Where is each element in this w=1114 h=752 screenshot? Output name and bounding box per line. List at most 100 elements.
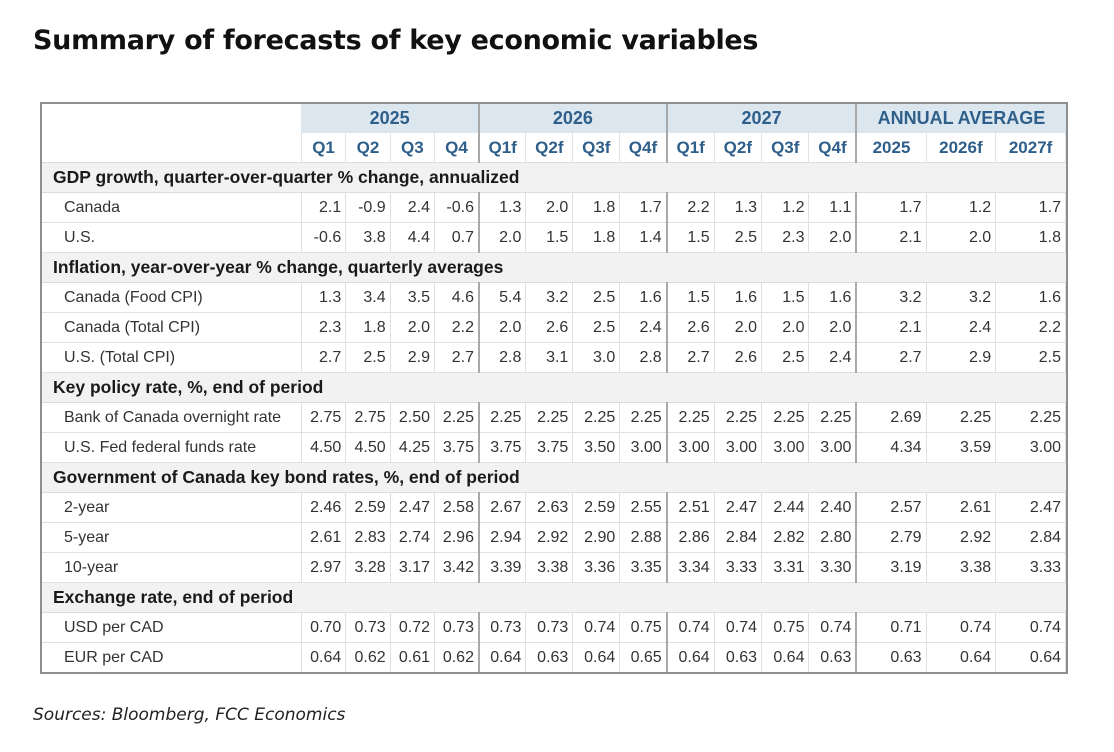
value-cell: 0.65 [619,642,668,672]
column-header: Q2f [714,133,763,163]
value-cell: 2.7 [855,342,927,373]
value-cell: 0.64 [301,642,347,672]
value-cell: 2.8 [619,342,668,373]
value-cell: -0.6 [434,192,480,223]
value-cell: 3.33 [714,552,763,583]
value-cell: 1.6 [995,282,1066,313]
value-cell: 4.50 [301,432,347,463]
table-row: U.S. (Total CPI) 2.7 2.5 2.9 2.7 2.8 3.1 3.0 2.8… [42,342,1066,373]
value-cell: 3.00 [619,432,668,463]
column-header: Q4f [619,133,668,163]
value-cell: 0.75 [761,612,810,643]
value-cell: 2.0 [390,312,436,343]
value-cell: 2.47 [714,492,763,523]
value-cell: 2.44 [761,492,810,523]
value-cell: 3.50 [572,432,621,463]
value-cell: 2.5 [761,342,810,373]
value-cell: 2.9 [390,342,436,373]
value-cell: 2.6 [665,312,715,343]
value-cell: 2.94 [477,522,527,553]
value-cell: 2.6 [525,312,574,343]
value-cell: 3.36 [572,552,621,583]
column-header: 2025 [855,133,927,163]
value-cell: 2.50 [390,402,436,433]
value-cell: 3.2 [525,282,574,313]
value-cell: -0.9 [345,192,391,223]
source-note: Sources: Bloomberg, FCC Economics [33,705,346,725]
value-cell: 0.74 [995,612,1066,643]
value-cell: 2.1 [855,222,927,253]
value-cell: 2.47 [390,492,436,523]
section-title: GDP growth, quarter-over-quarter % chang… [42,162,1066,193]
value-cell: 2.9 [926,342,997,373]
value-cell: 2.25 [477,402,527,433]
value-cell: 0.75 [619,612,668,643]
value-cell: 2.0 [926,222,997,253]
row-label: U.S. [42,222,302,253]
forecast-table-container: 2025 2026 2027 ANNUAL AVERAGE Q1 Q2 Q3 Q4 Q1… [40,102,1068,674]
value-cell: 2.25 [665,402,715,433]
value-cell: 2.6 [714,342,763,373]
value-cell: 0.64 [995,642,1066,672]
value-cell: 2.80 [808,522,857,553]
value-cell: 2.58 [434,492,480,523]
value-cell: -0.6 [301,222,347,253]
table-row: USD per CAD 0.70 0.73 0.72 0.73 0.73 0.73 0.74 0… [42,612,1066,643]
value-cell: 2.0 [477,222,527,253]
table-row: Canada 2.1 -0.9 2.4 -0.6 1.3 2.0 1.8 1.7 2.2 1.3 1.… [42,192,1066,223]
quarter-header-row: Q1 Q2 Q3 Q4 Q1f Q2f Q3f Q4f Q1f Q2f Q3f Q4f 2025 2026… [42,133,1066,163]
value-cell: 2.7 [301,342,347,373]
year-group-annual-average: ANNUAL AVERAGE [855,104,1066,133]
value-cell: 2.2 [434,312,480,343]
value-cell: 1.2 [926,192,997,223]
section-header-row: Government of Canada key bond rates, %, … [42,462,1066,493]
value-cell: 2.4 [808,342,857,373]
column-header: Q2f [525,133,574,163]
value-cell: 0.74 [714,612,763,643]
value-cell: 3.00 [995,432,1066,463]
section-title: Inflation, year-over-year % change, quar… [42,252,1066,283]
value-cell: 3.19 [855,552,927,583]
table-body: GDP growth, quarter-over-quarter % chang… [42,162,1066,672]
value-cell: 3.42 [434,552,480,583]
value-cell: 4.4 [390,222,436,253]
value-cell: 0.70 [301,612,347,643]
value-cell: 2.5 [714,222,763,253]
value-cell: 0.64 [761,642,810,672]
value-cell: 4.6 [434,282,480,313]
value-cell: 2.2 [995,312,1066,343]
value-cell: 2.67 [477,492,527,523]
value-cell: 3.00 [761,432,810,463]
page-title: Summary of forecasts of key economic var… [33,25,759,56]
table-row: 10-year 2.97 3.28 3.17 3.42 3.39 3.38 3.36 3.35 3… [42,552,1066,583]
year-group-2025: 2025 [301,104,479,133]
value-cell: 1.7 [855,192,927,223]
value-cell: 3.33 [995,552,1066,583]
row-label: Canada (Total CPI) [42,312,302,343]
value-cell: 2.59 [345,492,391,523]
value-cell: 2.59 [572,492,621,523]
value-cell: 3.31 [761,552,810,583]
value-cell: 2.0 [761,312,810,343]
value-cell: 2.92 [926,522,997,553]
value-cell: 3.17 [390,552,436,583]
value-cell: 2.97 [301,552,347,583]
header-blank-cell [42,133,302,163]
value-cell: 2.84 [714,522,763,553]
row-label: EUR per CAD [42,642,302,672]
value-cell: 1.6 [808,282,857,313]
value-cell: 3.00 [714,432,763,463]
value-cell: 2.83 [345,522,391,553]
value-cell: 3.75 [477,432,527,463]
value-cell: 3.75 [525,432,574,463]
value-cell: 2.90 [572,522,621,553]
column-header: Q3f [761,133,810,163]
value-cell: 0.74 [926,612,997,643]
value-cell: 2.75 [301,402,347,433]
value-cell: 3.0 [572,342,621,373]
column-header: 2026f [926,133,997,163]
value-cell: 2.7 [665,342,715,373]
table-row: 2-year 2.46 2.59 2.47 2.58 2.67 2.63 2.59 2.55 2.… [42,492,1066,523]
value-cell: 1.4 [619,222,668,253]
section-title: Exchange rate, end of period [42,582,1066,613]
